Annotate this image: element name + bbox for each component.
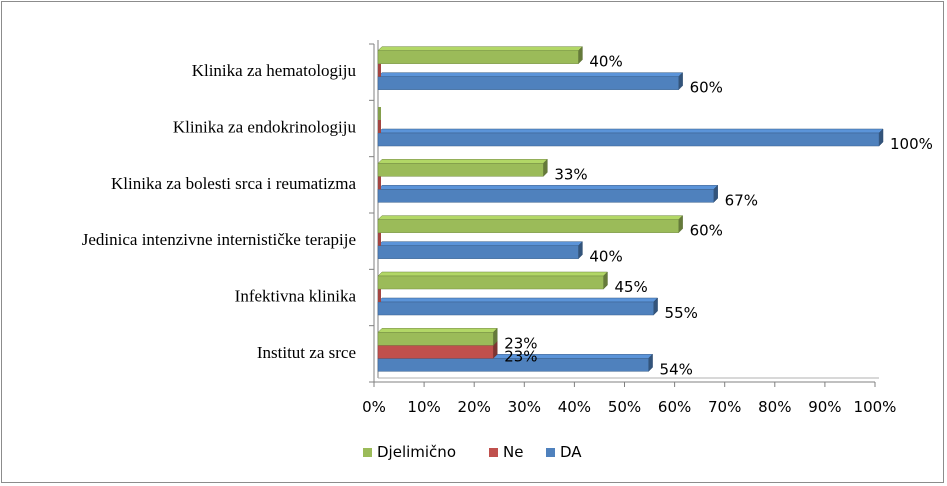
category-label: Infektivna klinika bbox=[235, 287, 357, 306]
bar-front-face bbox=[377, 132, 880, 147]
category-label: Klinika za hematologiju bbox=[192, 61, 357, 80]
bar-front-face bbox=[377, 332, 494, 346]
bar-top-face bbox=[377, 241, 584, 246]
data-label-djelimično: 45% bbox=[614, 278, 647, 296]
x-tick-label: 70% bbox=[708, 398, 741, 416]
bar-front-face bbox=[377, 219, 679, 233]
bar-front-face bbox=[377, 76, 679, 90]
bar-djelimično bbox=[377, 327, 498, 346]
bar-ne bbox=[378, 120, 381, 133]
data-label-djelimično: 60% bbox=[690, 222, 723, 240]
data-label-da: 60% bbox=[690, 79, 723, 97]
x-tick-label: 90% bbox=[808, 398, 841, 416]
x-tick-label: 20% bbox=[458, 398, 491, 416]
x-tick-label: 10% bbox=[407, 398, 440, 416]
bar-front-face bbox=[377, 345, 494, 359]
legend-swatch bbox=[489, 448, 498, 457]
legend-item-djelimično: Djelimično bbox=[363, 443, 456, 461]
bar-top-face bbox=[377, 328, 498, 333]
bar-djelimično bbox=[377, 271, 609, 290]
data-label-djelimično: 23% bbox=[504, 334, 537, 352]
data-label-da: 100% bbox=[890, 135, 933, 153]
bar-front-face bbox=[377, 189, 714, 203]
data-labels: 54% 55% 40% 67% 100% 60% 23%23% 45% 60% 33% 40% bbox=[504, 53, 933, 379]
bar-top-face bbox=[377, 271, 609, 277]
bar-front-face bbox=[377, 50, 579, 64]
bar-top-face bbox=[377, 128, 884, 134]
bar-front-face bbox=[377, 358, 649, 372]
bar-top-face bbox=[377, 215, 684, 220]
x-tick-labels: 0% 10% 20% 30% 40% 50% 60% 70% 80% 90% 100% bbox=[362, 398, 896, 416]
category-labels: Institut za srce Infektivna klinika Jedini… bbox=[82, 61, 357, 362]
bar-front-face bbox=[378, 289, 381, 302]
bar-front-face bbox=[378, 120, 381, 133]
bar-top-face bbox=[377, 185, 719, 190]
category-label: Klinika za bolesti srca i reumatizma bbox=[111, 174, 356, 193]
bar-djelimično bbox=[377, 46, 584, 65]
legend-label: Djelimično bbox=[377, 443, 456, 461]
bar-front-face bbox=[378, 176, 381, 190]
x-tick-label: 0% bbox=[362, 398, 386, 416]
chart-legend: Djelimično Ne DA bbox=[363, 443, 582, 461]
bar-ne bbox=[378, 232, 381, 246]
bar-da bbox=[377, 241, 584, 260]
x-tick-label: 100% bbox=[854, 398, 897, 416]
bar-da bbox=[377, 184, 719, 203]
data-label-ne: 23% bbox=[504, 347, 537, 365]
chart-bars bbox=[377, 46, 884, 372]
legend-label: Ne bbox=[503, 443, 523, 461]
bar-front-face bbox=[377, 163, 544, 177]
data-label-da: 67% bbox=[725, 191, 758, 209]
bar-djelimično bbox=[378, 107, 381, 120]
bar-da bbox=[377, 72, 684, 91]
legend-label: DA bbox=[560, 443, 582, 461]
bar-djelimično bbox=[377, 215, 684, 234]
data-label-da: 54% bbox=[660, 360, 693, 378]
x-tick-label: 30% bbox=[508, 398, 541, 416]
category-label: Institut za srce bbox=[257, 343, 356, 362]
bar-front-face bbox=[377, 301, 654, 316]
bar-front-face bbox=[378, 107, 381, 120]
data-label-djelimično: 40% bbox=[589, 53, 622, 71]
bar-front-face bbox=[378, 232, 381, 246]
x-tick-label: 50% bbox=[608, 398, 641, 416]
bar-da bbox=[377, 297, 659, 316]
bar-djelimično bbox=[377, 158, 548, 177]
bar-front-face bbox=[377, 275, 604, 290]
bar-top-face bbox=[377, 297, 659, 303]
data-label-da: 55% bbox=[665, 304, 698, 322]
bar-ne bbox=[378, 63, 381, 77]
bar-front-face bbox=[377, 245, 579, 259]
legend-swatch bbox=[363, 448, 372, 457]
x-tick-label: 80% bbox=[758, 398, 791, 416]
bar-top-face bbox=[377, 72, 684, 77]
data-label-da: 40% bbox=[589, 248, 622, 266]
x-tick-label: 40% bbox=[558, 398, 591, 416]
bar-top-face bbox=[377, 46, 584, 51]
legend-item-da: DA bbox=[546, 443, 582, 461]
category-label: Jedinica intenzivne internističke terapi… bbox=[82, 230, 356, 249]
bar-da bbox=[377, 128, 884, 147]
bar-ne bbox=[378, 289, 381, 302]
chart-axes bbox=[369, 40, 879, 387]
bar-front-face bbox=[378, 63, 381, 77]
legend-item-ne: Ne bbox=[489, 443, 523, 461]
bar-top-face bbox=[377, 159, 548, 164]
bar-ne bbox=[378, 176, 381, 190]
category-label: Klinika za endokrinologiju bbox=[173, 118, 357, 137]
data-label-djelimično: 33% bbox=[554, 165, 587, 183]
x-tick-label: 60% bbox=[658, 398, 691, 416]
legend-swatch bbox=[546, 448, 555, 457]
